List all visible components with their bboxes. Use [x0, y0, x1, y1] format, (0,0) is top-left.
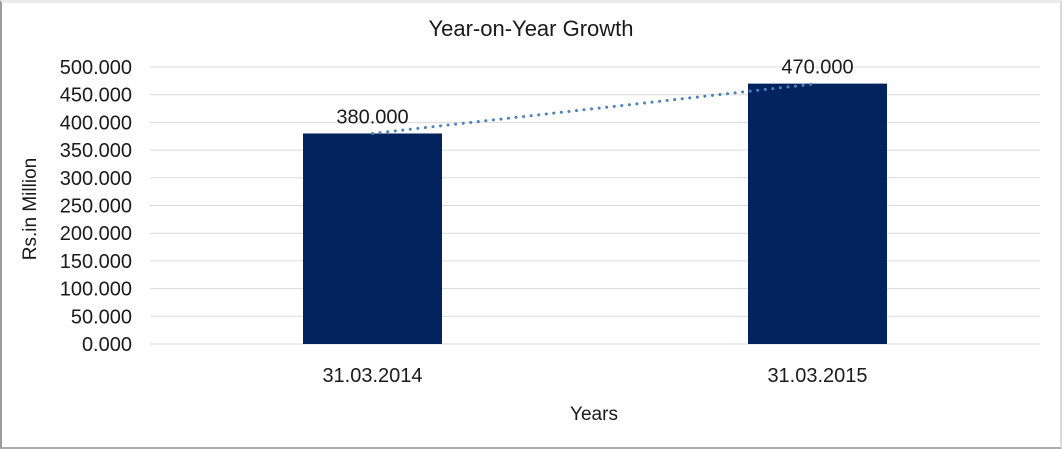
- y-tick-label: 200.000: [60, 223, 132, 245]
- bar: [303, 133, 442, 344]
- chart-title: Year-on-Year Growth: [428, 16, 634, 41]
- y-tick-label: 400.000: [60, 112, 132, 134]
- y-tick-label: 500.000: [60, 57, 132, 79]
- y-tick-label: 350.000: [60, 140, 132, 162]
- bar-value-label: 470.000: [781, 57, 853, 79]
- trendline: [371, 82, 819, 135]
- bar: [748, 83, 887, 345]
- y-tick-label: 300.000: [60, 168, 132, 190]
- bar-value-label: 380.000: [336, 106, 408, 128]
- y-tick-label: 150.000: [60, 251, 132, 273]
- plot-area: 0.000 50.000 100.000 150.000 200.000 250.000 3…: [60, 57, 1040, 387]
- y-tick-label: 250.000: [60, 196, 132, 218]
- y-tick-label: 50.000: [71, 306, 132, 328]
- x-axis-title: Years: [570, 404, 618, 425]
- y-tick-label: 100.000: [60, 279, 132, 301]
- x-category-label: 31.03.2014: [322, 365, 422, 387]
- y-tick-label: 450.000: [60, 85, 132, 107]
- y-tick-label: 0.000: [82, 334, 132, 356]
- x-category-label: 31.03.2015: [767, 365, 867, 387]
